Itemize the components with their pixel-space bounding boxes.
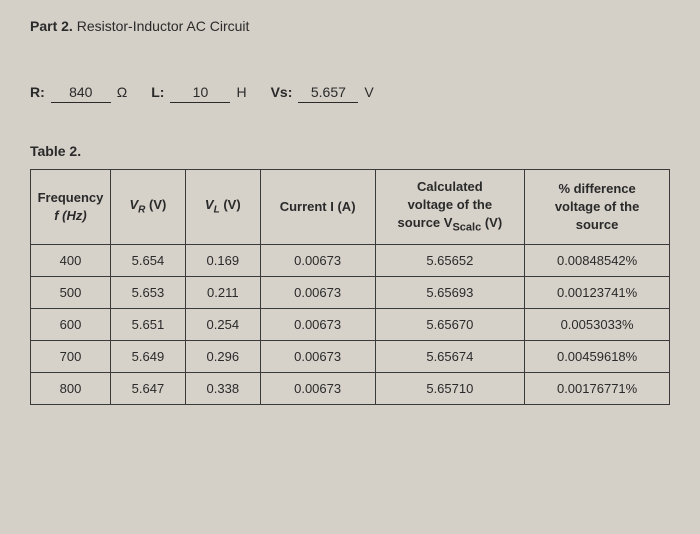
header-difference: % difference voltage of the source bbox=[525, 170, 670, 245]
cell-calc: 5.65693 bbox=[375, 277, 525, 309]
r-label: R: bbox=[30, 84, 45, 100]
cell-vr: 5.651 bbox=[110, 309, 185, 341]
vs-label: Vs: bbox=[271, 84, 293, 100]
header-calc-line3c: (V) bbox=[481, 215, 502, 230]
cell-freq: 600 bbox=[31, 309, 111, 341]
cell-diff: 0.00459618% bbox=[525, 341, 670, 373]
cell-calc: 5.65674 bbox=[375, 341, 525, 373]
cell-vl: 0.254 bbox=[185, 309, 260, 341]
header-diff-line2: voltage of the bbox=[555, 199, 640, 214]
table-row: 600 5.651 0.254 0.00673 5.65670 0.005303… bbox=[31, 309, 670, 341]
cell-freq: 500 bbox=[31, 277, 111, 309]
cell-vl: 0.169 bbox=[185, 245, 260, 277]
cell-current: 0.00673 bbox=[260, 277, 375, 309]
header-frequency: Frequency f (Hz) bbox=[31, 170, 111, 245]
cell-diff: 0.00848542% bbox=[525, 245, 670, 277]
table-header-row: Frequency f (Hz) VR (V) VL (V) Current I… bbox=[31, 170, 670, 245]
header-calc-line3b: Scalc bbox=[452, 222, 481, 234]
table-row: 800 5.647 0.338 0.00673 5.65710 0.001767… bbox=[31, 373, 670, 405]
section-title: Part 2. Resistor-Inductor AC Circuit bbox=[30, 18, 670, 34]
cell-vl: 0.338 bbox=[185, 373, 260, 405]
cell-vr: 5.653 bbox=[110, 277, 185, 309]
cell-vl: 0.296 bbox=[185, 341, 260, 373]
params-row: R: 840 Ω L: 10 H Vs: 5.657 V bbox=[30, 84, 670, 103]
header-calc-line1: Calculated bbox=[417, 179, 483, 194]
cell-diff: 0.00123741% bbox=[525, 277, 670, 309]
cell-vr: 5.647 bbox=[110, 373, 185, 405]
header-diff-line3: source bbox=[576, 217, 619, 232]
header-calc-line3a: source V bbox=[398, 215, 453, 230]
header-vl-unit: (V) bbox=[220, 197, 241, 212]
header-vl-v: V bbox=[205, 197, 214, 212]
cell-current: 0.00673 bbox=[260, 373, 375, 405]
header-freq-line2: f (Hz) bbox=[54, 208, 87, 223]
r-value: 840 bbox=[51, 84, 111, 103]
title-part: Part 2. bbox=[30, 18, 73, 34]
cell-freq: 800 bbox=[31, 373, 111, 405]
title-name: Resistor-Inductor AC Circuit bbox=[73, 18, 250, 34]
cell-calc: 5.65710 bbox=[375, 373, 525, 405]
cell-vr: 5.654 bbox=[110, 245, 185, 277]
table-row: 700 5.649 0.296 0.00673 5.65674 0.004596… bbox=[31, 341, 670, 373]
cell-diff: 0.0053033% bbox=[525, 309, 670, 341]
table-row: 500 5.653 0.211 0.00673 5.65693 0.001237… bbox=[31, 277, 670, 309]
cell-vl: 0.211 bbox=[185, 277, 260, 309]
vs-value: 5.657 bbox=[298, 84, 358, 103]
header-vr: VR (V) bbox=[110, 170, 185, 245]
data-table: Frequency f (Hz) VR (V) VL (V) Current I… bbox=[30, 169, 670, 405]
cell-current: 0.00673 bbox=[260, 309, 375, 341]
cell-calc: 5.65670 bbox=[375, 309, 525, 341]
cell-current: 0.00673 bbox=[260, 245, 375, 277]
cell-current: 0.00673 bbox=[260, 341, 375, 373]
header-freq-line1: Frequency bbox=[38, 190, 104, 205]
cell-diff: 0.00176771% bbox=[525, 373, 670, 405]
l-unit: H bbox=[236, 84, 246, 100]
l-value: 10 bbox=[170, 84, 230, 103]
r-unit: Ω bbox=[117, 84, 127, 100]
header-vr-v: V bbox=[129, 197, 138, 212]
cell-vr: 5.649 bbox=[110, 341, 185, 373]
table-row: 400 5.654 0.169 0.00673 5.65652 0.008485… bbox=[31, 245, 670, 277]
table-body: 400 5.654 0.169 0.00673 5.65652 0.008485… bbox=[31, 245, 670, 405]
cell-freq: 400 bbox=[31, 245, 111, 277]
header-vl: VL (V) bbox=[185, 170, 260, 245]
header-current-text: Current I (A) bbox=[280, 199, 356, 214]
header-diff-line1: % difference bbox=[558, 181, 635, 196]
header-current: Current I (A) bbox=[260, 170, 375, 245]
header-calc-line2: voltage of the bbox=[408, 197, 493, 212]
l-label: L: bbox=[151, 84, 164, 100]
header-vr-unit: (V) bbox=[145, 197, 166, 212]
cell-calc: 5.65652 bbox=[375, 245, 525, 277]
cell-freq: 700 bbox=[31, 341, 111, 373]
vs-unit: V bbox=[364, 84, 373, 100]
header-calculated: Calculated voltage of the source VScalc … bbox=[375, 170, 525, 245]
table-caption: Table 2. bbox=[30, 143, 670, 159]
